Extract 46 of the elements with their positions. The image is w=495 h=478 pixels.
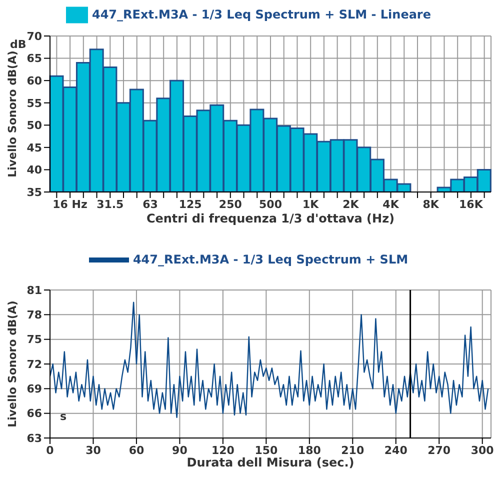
y-tick-label: 70 bbox=[26, 30, 42, 43]
x-tick-label: 120 bbox=[211, 444, 235, 457]
x-tick-label: 150 bbox=[254, 444, 278, 457]
x-tick-label: 250 bbox=[218, 198, 242, 211]
legend-label: 447_RExt.M3A - 1/3 Leq Spectrum + SLM bbox=[132, 252, 408, 266]
y-tick-label: 78 bbox=[26, 308, 42, 322]
y-tick-label: 63 bbox=[26, 432, 42, 445]
x-tick-label: 500 bbox=[259, 198, 282, 211]
annotation: s bbox=[60, 410, 67, 423]
x-tick-label: 16 Hz bbox=[52, 198, 88, 211]
y-tick-label: 72 bbox=[26, 358, 42, 371]
y-tick-label: 40 bbox=[26, 164, 42, 177]
y-tick-label: 50 bbox=[26, 119, 42, 132]
y-tick-label: 45 bbox=[26, 141, 42, 154]
x-tick-label: 90 bbox=[172, 444, 188, 457]
y-tick-label: 75 bbox=[26, 333, 42, 346]
x-tick-label: 125 bbox=[178, 198, 202, 211]
x-axis-title: Centri di frequenza 1/3 d'ottava (Hz) bbox=[146, 212, 395, 226]
y-tick-label: 81 bbox=[26, 284, 42, 297]
x-tick-label: 16K bbox=[459, 198, 484, 211]
text: dB bbox=[10, 38, 26, 51]
x-tick-label: 31.5 bbox=[96, 198, 124, 211]
y-tick-label: 69 bbox=[26, 382, 42, 396]
y-tick-label: 65 bbox=[26, 52, 42, 66]
y-axis-title: Livello Sonoro dB(A) bbox=[6, 50, 19, 178]
y-tick-label: 66 bbox=[26, 407, 42, 420]
x-tick-label: 30 bbox=[86, 444, 102, 457]
x-tick-label: 2K bbox=[342, 198, 360, 211]
x-tick-label: 210 bbox=[341, 444, 364, 457]
x-tick-label: 300 bbox=[470, 444, 494, 457]
x-tick-label: 180 bbox=[298, 444, 322, 457]
x-tick-label: 1K bbox=[302, 198, 320, 211]
y-tick-label: 60 bbox=[26, 74, 42, 88]
y-axis-title: Livello Sonoro dB(A) bbox=[6, 300, 19, 428]
x-tick-label: 270 bbox=[428, 444, 451, 457]
line-series bbox=[50, 302, 489, 418]
x-tick-label: 4K bbox=[382, 198, 400, 211]
legend-label: 447_RExt.M3A - 1/3 Leq Spectrum + SLM - Lineare bbox=[92, 7, 431, 22]
x-tick-label: 0 bbox=[46, 444, 54, 457]
x-tick-label: 240 bbox=[384, 444, 408, 457]
x-tick-label: 63 bbox=[142, 198, 158, 211]
x-axis-title: Durata dell Misura (sec.) bbox=[186, 456, 354, 470]
x-tick-label: 8K bbox=[422, 198, 440, 211]
x-tick-label: 60 bbox=[128, 444, 144, 457]
y-tick-label: 55 bbox=[26, 96, 42, 110]
y-tick-label: 35 bbox=[26, 186, 42, 199]
